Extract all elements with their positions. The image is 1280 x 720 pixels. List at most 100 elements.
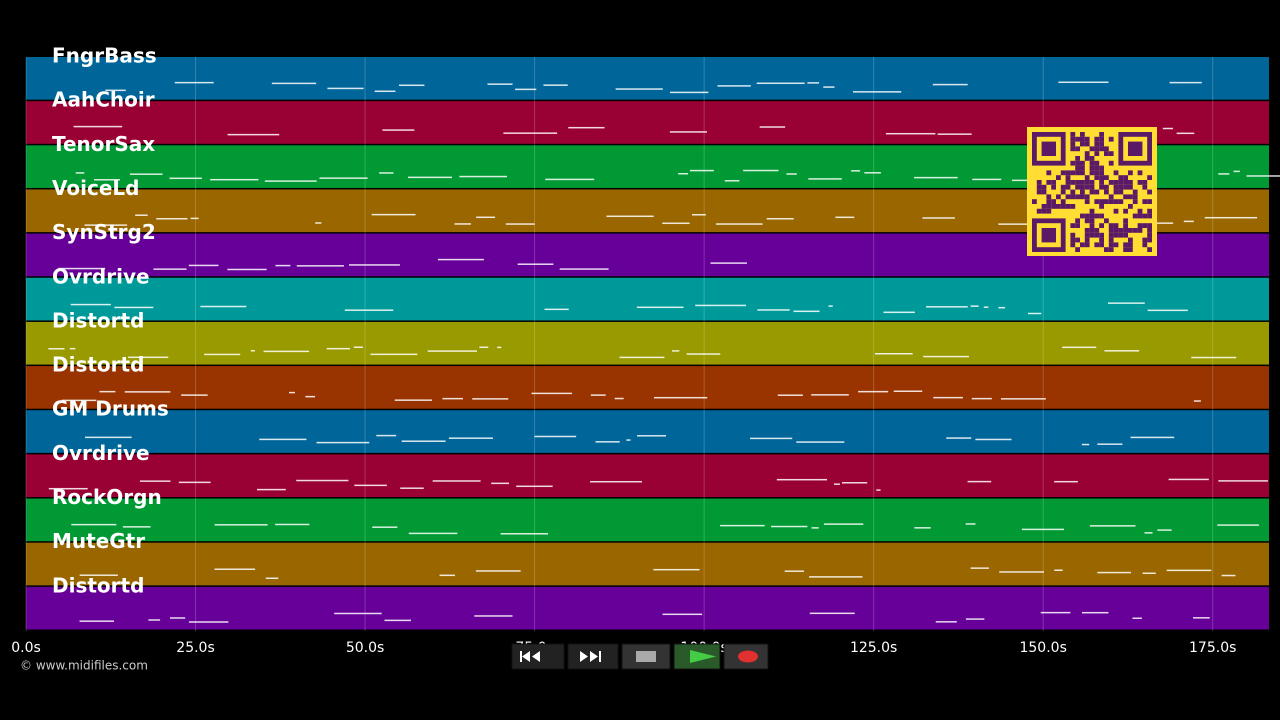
note — [1221, 574, 1236, 577]
qr-pattern — [1032, 132, 1152, 252]
note — [1218, 173, 1230, 175]
note — [743, 169, 779, 172]
note — [568, 126, 605, 129]
note — [614, 397, 624, 400]
note — [84, 224, 128, 226]
qr-cell — [1070, 204, 1076, 209]
qr-cell — [1094, 165, 1100, 171]
qr-cell — [1070, 136, 1076, 142]
note — [876, 489, 881, 491]
qr-cell — [1104, 218, 1109, 224]
qr-cell — [1099, 136, 1104, 142]
note — [265, 577, 279, 580]
note — [114, 306, 154, 309]
qr-cell — [1113, 208, 1119, 214]
note — [809, 612, 855, 615]
qr-cell — [1075, 136, 1080, 142]
note — [296, 265, 344, 267]
track-name: MuteGtr — [52, 529, 145, 553]
note — [1054, 569, 1063, 571]
qr-cell — [1060, 204, 1066, 209]
note — [128, 356, 169, 359]
note — [497, 346, 502, 349]
track-name: AahChoir — [52, 88, 155, 112]
qr-cell — [1094, 141, 1100, 147]
note — [823, 523, 864, 525]
qr-cell — [1123, 218, 1128, 224]
note — [619, 356, 665, 359]
qr-cell — [1046, 199, 1052, 204]
note — [178, 481, 211, 484]
note — [48, 487, 88, 490]
qr-cell — [1075, 170, 1080, 176]
qr-cell — [1032, 199, 1037, 204]
note — [926, 306, 968, 308]
note — [401, 440, 446, 442]
x-tick-label: 50.0s — [346, 640, 384, 656]
record-button[interactable] — [723, 643, 769, 670]
qr-cell — [1046, 170, 1052, 176]
note — [479, 346, 489, 349]
stop-button[interactable] — [621, 643, 671, 670]
qr-cell — [1070, 194, 1076, 200]
play-button[interactable] — [673, 643, 721, 670]
note — [853, 91, 902, 93]
track-row — [26, 277, 1269, 321]
qr-cell — [1046, 180, 1052, 185]
qr-cell — [1118, 232, 1124, 238]
track-name: TenorSax — [52, 132, 155, 156]
note — [1233, 170, 1240, 173]
note — [766, 218, 794, 220]
note — [353, 346, 363, 348]
qr-cell — [1075, 184, 1080, 190]
rewind-button[interactable] — [511, 643, 565, 670]
note — [1147, 309, 1188, 312]
qr-cell — [1089, 213, 1095, 219]
qr-cell — [1099, 141, 1104, 147]
note — [517, 263, 554, 265]
qr-cell — [1075, 165, 1080, 171]
track-name: Ovrdrive — [52, 264, 150, 288]
qr-cell — [1147, 213, 1152, 219]
note — [1081, 611, 1109, 614]
notes — [48, 81, 1280, 623]
qr-cell — [1147, 237, 1152, 243]
qr-cell — [1147, 232, 1152, 238]
qr-cell — [1065, 204, 1071, 209]
qr-cell — [1113, 170, 1119, 176]
qr-cell — [1108, 136, 1114, 142]
note — [204, 353, 241, 356]
note — [933, 396, 963, 399]
qr-cell — [1051, 180, 1056, 185]
qr-cell — [1113, 242, 1119, 248]
note — [427, 350, 478, 352]
track-row — [26, 321, 1269, 365]
note — [883, 311, 915, 314]
qr-cell — [1084, 213, 1090, 219]
qr-cell — [1060, 184, 1066, 190]
track-name: Distortd — [52, 573, 144, 597]
qr-cell — [1099, 184, 1104, 190]
qr-finder — [1041, 141, 1056, 156]
note — [400, 487, 424, 489]
qr-cell — [1089, 189, 1095, 195]
note — [1104, 350, 1140, 352]
note — [715, 223, 763, 225]
qr-cell — [1108, 151, 1114, 156]
qr-cell — [1113, 199, 1119, 204]
qr-cell — [1070, 180, 1076, 185]
note — [786, 173, 797, 175]
note — [475, 570, 521, 572]
note — [757, 309, 790, 311]
qr-cell — [1075, 180, 1080, 185]
note — [534, 435, 577, 438]
note — [1144, 532, 1153, 534]
note — [71, 523, 117, 526]
forward-button[interactable] — [567, 643, 619, 670]
x-tick-label: 175.0s — [1189, 640, 1236, 656]
qr-cell — [1113, 189, 1119, 195]
qr-cell — [1099, 242, 1104, 248]
qr-cell — [1084, 232, 1090, 238]
note — [590, 394, 606, 396]
